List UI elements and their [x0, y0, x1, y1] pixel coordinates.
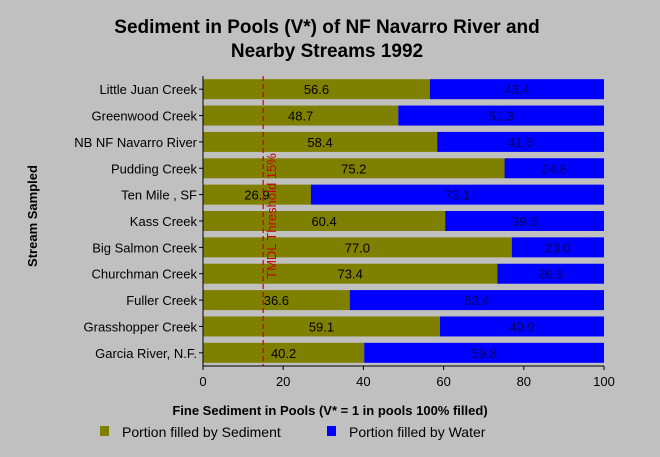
category-label-10: Garcia River, N.F.	[95, 346, 197, 361]
category-labels: Little Juan Creek Greenwood Creek NB NF Na…	[74, 82, 203, 361]
bar-sediment-9	[203, 316, 440, 337]
data-label-water-3: 24.8	[542, 161, 567, 176]
legend-swatch-water	[327, 426, 336, 436]
category-label-9: Grasshopper Creek	[84, 319, 198, 334]
x-tick-label-2: 40	[356, 374, 370, 389]
bar-water-10	[364, 342, 604, 363]
data-label-water-6: 23.0	[545, 240, 570, 255]
chart-title-line-2: Nearby Streams 1992	[231, 41, 423, 62]
threshold-label: TMDL Threshold 15%	[264, 153, 279, 279]
bar-sediment-4	[203, 184, 311, 205]
category-label-5: Kass Creek	[130, 214, 198, 229]
data-label-sediment-10: 40.2	[271, 346, 296, 361]
data-label-sediment-5: 60.4	[311, 214, 336, 229]
x-tick-label-4: 80	[517, 374, 531, 389]
threshold-line: TMDL Threshold 15%	[262, 76, 279, 366]
data-label-sediment-1: 48.7	[288, 109, 313, 124]
data-label-sediment-7: 73.4	[338, 267, 363, 282]
bars: 56.6 43.448.7 51.358.4 41.675.2 24.826.9 73.1…	[203, 79, 604, 363]
bar-sediment-3	[203, 158, 505, 179]
y-axis-title: Stream Sampled	[25, 165, 40, 267]
data-label-water-5: 39.6	[512, 214, 537, 229]
x-tick-labels: 0 20 40 60 80 100	[199, 366, 615, 389]
category-label-2: NB NF Navarro River	[74, 135, 197, 150]
bar-water-3	[504, 158, 604, 179]
data-label-sediment-0: 56.6	[304, 82, 329, 97]
bar-water-5	[445, 211, 604, 231]
bar-sediment-6	[203, 237, 512, 258]
category-label-0: Little Juan Creek	[99, 82, 197, 97]
chart-title: Sediment in Pools (V*) of NF Navarro Riv…	[114, 17, 539, 62]
bar-sediment-10	[203, 342, 365, 363]
data-label-water-8: 63.4	[464, 293, 489, 308]
data-label-sediment-2: 58.4	[307, 135, 332, 150]
category-label-6: Big Salmon Creek	[92, 240, 197, 255]
x-tick-label-3: 60	[436, 374, 450, 389]
data-label-water-1: 51.3	[488, 109, 513, 124]
x-tick-label-5: 100	[593, 374, 615, 389]
bar-sediment-7	[203, 263, 498, 284]
bar-sediment-8	[203, 290, 350, 311]
category-label-3: Pudding Creek	[111, 161, 197, 176]
legend: Portion filled by Sediment Portion filled…	[100, 424, 486, 440]
data-label-water-7: 26.6	[538, 267, 563, 282]
x-tick-label-1: 20	[276, 374, 290, 389]
bar-sediment-0	[203, 79, 430, 100]
bar-water-8	[349, 290, 604, 311]
bar-water-7	[497, 263, 604, 284]
x-tick-label-0: 0	[199, 374, 206, 389]
legend-swatch-sediment	[100, 426, 109, 436]
data-label-water-0: 43.4	[504, 82, 529, 97]
bar-water-9	[439, 316, 604, 337]
data-label-water-9: 40.9	[509, 319, 534, 334]
chart-title-line-1: Sediment in Pools (V*) of NF Navarro Riv…	[114, 17, 539, 38]
bar-water-6	[511, 237, 604, 258]
bar-water-2	[437, 131, 604, 152]
data-label-water-2: 41.6	[508, 135, 533, 150]
data-label-sediment-6: 77.0	[345, 240, 370, 255]
data-label-sediment-3: 75.2	[341, 161, 366, 176]
data-label-sediment-9: 59.1	[309, 319, 334, 334]
bar-water-1	[398, 105, 604, 126]
category-label-1: Greenwood Creek	[92, 109, 198, 124]
x-axis-title: Fine Sediment in Pools (V* = 1 in pools …	[172, 403, 487, 418]
category-label-4: Ten Mile , SF	[121, 188, 197, 203]
category-label-7: Churchman Creek	[92, 267, 198, 282]
bar-water-4	[310, 184, 604, 205]
legend-label-sediment: Portion filled by Sediment	[122, 424, 281, 440]
data-label-sediment-8: 36.6	[264, 293, 289, 308]
category-label-8: Fuller Creek	[126, 293, 197, 308]
bar-water-0	[429, 79, 604, 100]
legend-label-water: Portion filled by Water	[349, 424, 486, 440]
data-label-water-4: 73.1	[445, 188, 470, 203]
bar-sediment-2	[203, 131, 438, 152]
data-label-water-10: 59.8	[471, 346, 496, 361]
bar-sediment-1	[203, 105, 399, 126]
